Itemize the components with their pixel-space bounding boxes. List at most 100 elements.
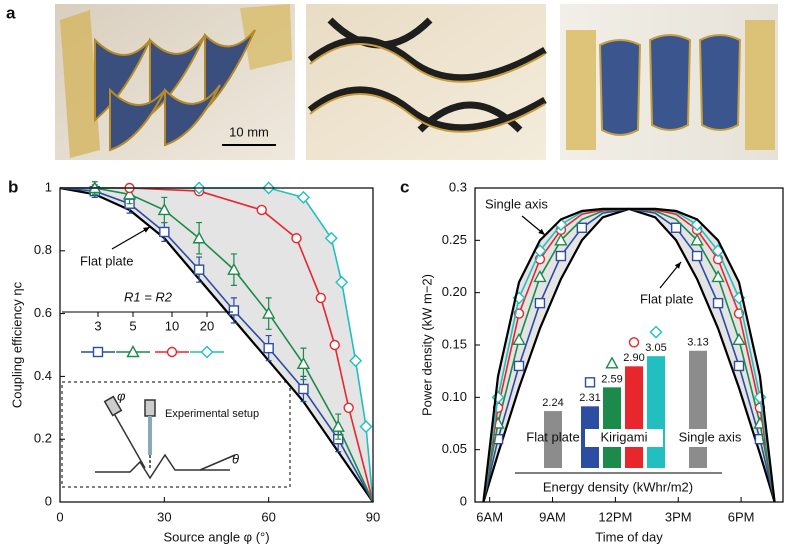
y-tick-label: 0.05: [442, 441, 467, 456]
y-tick-label: 0: [460, 493, 467, 508]
photo: [560, 4, 778, 160]
marker: [732, 332, 746, 345]
y-tick-label: 0: [45, 493, 52, 508]
plot-frame: [59, 187, 374, 503]
x-tick-label: 0: [56, 509, 63, 524]
value-label: 2.24: [542, 397, 563, 409]
panel-label: a: [6, 3, 16, 22]
panel-label: c: [400, 177, 409, 196]
bar: [689, 350, 707, 468]
x-tick-label: 90: [366, 509, 380, 524]
x-tick-label: 3PM: [665, 509, 692, 524]
scale-bar-label: 10 mm: [229, 124, 269, 139]
marker: [690, 233, 704, 246]
legend-label: 5: [129, 318, 136, 333]
marker: [649, 325, 663, 339]
value-label: 3.05: [645, 342, 666, 354]
marker: [324, 231, 338, 245]
bar: [603, 387, 621, 468]
x-tick-label: 6AM: [476, 509, 503, 524]
inset-axis-label: Energy density (kWhr/m2): [543, 479, 693, 494]
marker: [261, 306, 276, 319]
marker: [576, 222, 588, 233]
bar: [544, 411, 562, 468]
x-tick-label: 30: [157, 509, 171, 524]
marker: [159, 226, 170, 238]
panel-label: b: [8, 177, 18, 196]
marker: [291, 233, 302, 244]
line: [482, 207, 776, 503]
marker: [335, 275, 349, 289]
annotation: Flat plate: [640, 291, 693, 306]
group-label: Single axis: [679, 429, 742, 444]
bar: [647, 356, 665, 468]
y-tick-label: 1: [45, 179, 52, 194]
marker: [331, 419, 345, 432]
marker: [512, 332, 526, 345]
legend-label: 10: [165, 318, 179, 333]
label-box: [672, 429, 748, 447]
marker: [670, 222, 682, 233]
arrow-head: [538, 228, 545, 235]
photo: 10 mm: [55, 4, 295, 160]
y-tick-label: 0.6: [34, 305, 52, 320]
value-label: 2.31: [579, 392, 600, 404]
marker: [296, 356, 311, 370]
marker: [534, 297, 546, 309]
annotation: Single axis: [485, 196, 548, 211]
photo: [306, 4, 547, 160]
marker: [122, 187, 137, 200]
marker: [691, 250, 703, 262]
y-tick-label: 0.8: [34, 242, 52, 257]
value-label: 3.13: [687, 337, 708, 349]
marker: [296, 190, 310, 204]
marker: [555, 250, 567, 262]
marker: [513, 360, 525, 372]
arrow: [111, 226, 151, 250]
arrow-head: [143, 227, 150, 233]
marker: [263, 342, 274, 354]
marker: [298, 383, 309, 395]
y-tick-label: 0.20: [442, 284, 467, 299]
y-tick-label: 0.2: [34, 431, 52, 446]
x-tick-label: 9AM: [539, 509, 566, 524]
shaded-region: [60, 188, 373, 502]
setup-sketch: [95, 395, 236, 480]
marker: [157, 203, 172, 216]
arrow-head: [674, 262, 681, 269]
marker: [329, 339, 340, 351]
line: [59, 186, 374, 503]
annotation: Flat plate: [80, 253, 133, 268]
marker: [711, 270, 725, 283]
marker: [343, 402, 354, 413]
y-axis-label: Coupling efficiency ηc: [9, 281, 24, 408]
marker: [584, 377, 596, 388]
marker: [359, 420, 373, 434]
marker: [605, 356, 619, 369]
line: [59, 187, 374, 503]
marker: [228, 305, 240, 316]
x-tick-label: 12PM: [598, 509, 632, 524]
marker: [193, 264, 205, 275]
marker: [192, 231, 206, 244]
marker: [628, 337, 640, 348]
marker: [533, 270, 547, 283]
legend-label: 20: [200, 318, 214, 333]
x-tick-label: 6PM: [728, 509, 755, 524]
annotation: θ: [232, 451, 239, 466]
y-tick-label: 0.25: [442, 232, 467, 247]
y-tick-label: 0.4: [34, 368, 52, 383]
marker: [349, 354, 363, 368]
x-axis-label: Source angle φ (°): [163, 529, 269, 544]
value-label: 2.59: [601, 373, 622, 385]
x-axis-label: Time of day: [595, 529, 663, 544]
plot-frame: [474, 187, 784, 503]
marker: [315, 292, 327, 304]
marker: [733, 360, 745, 372]
annotation: Experimental setup: [165, 408, 259, 420]
x-tick-label: 60: [261, 509, 275, 524]
line: [60, 187, 374, 503]
marker: [554, 233, 568, 246]
marker: [200, 345, 214, 359]
annotation: φ: [117, 388, 126, 403]
